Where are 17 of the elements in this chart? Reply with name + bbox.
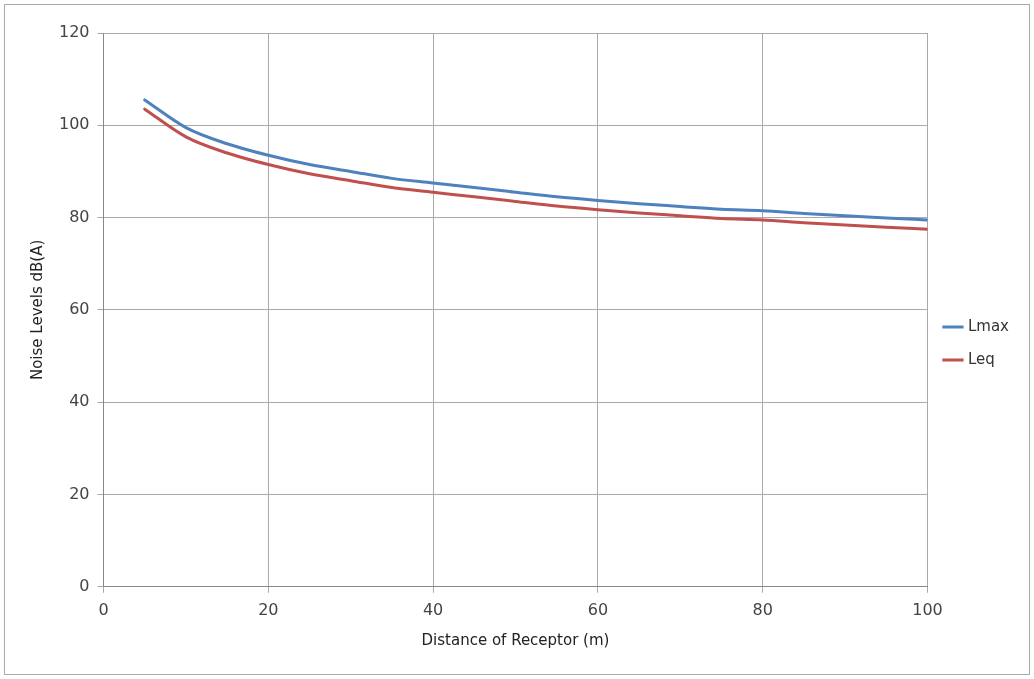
y-tick-label: 80: [69, 206, 90, 226]
x-tick-label: 40: [422, 599, 444, 619]
y-tick-label: 100: [58, 114, 90, 134]
y-tick-label: 20: [69, 483, 90, 503]
x-tick-label: 20: [258, 599, 279, 619]
x-tick-label: 100: [912, 599, 943, 619]
y-tick-label: 60: [69, 299, 90, 319]
y-axis-title: Noise Levels dB(A): [27, 239, 46, 381]
y-tick-label: 0: [79, 575, 90, 595]
x-axis-title: Distance of Receptor (m): [421, 630, 610, 649]
x-tick-label: 60: [587, 599, 609, 619]
legend-label: Leq: [967, 349, 995, 368]
x-tick-label: 80: [752, 599, 773, 619]
legend-label: Lmax: [967, 316, 1010, 335]
x-tick-label: 0: [98, 599, 109, 619]
y-tick-label: 120: [58, 22, 90, 42]
y-tick-label: 40: [69, 391, 90, 411]
